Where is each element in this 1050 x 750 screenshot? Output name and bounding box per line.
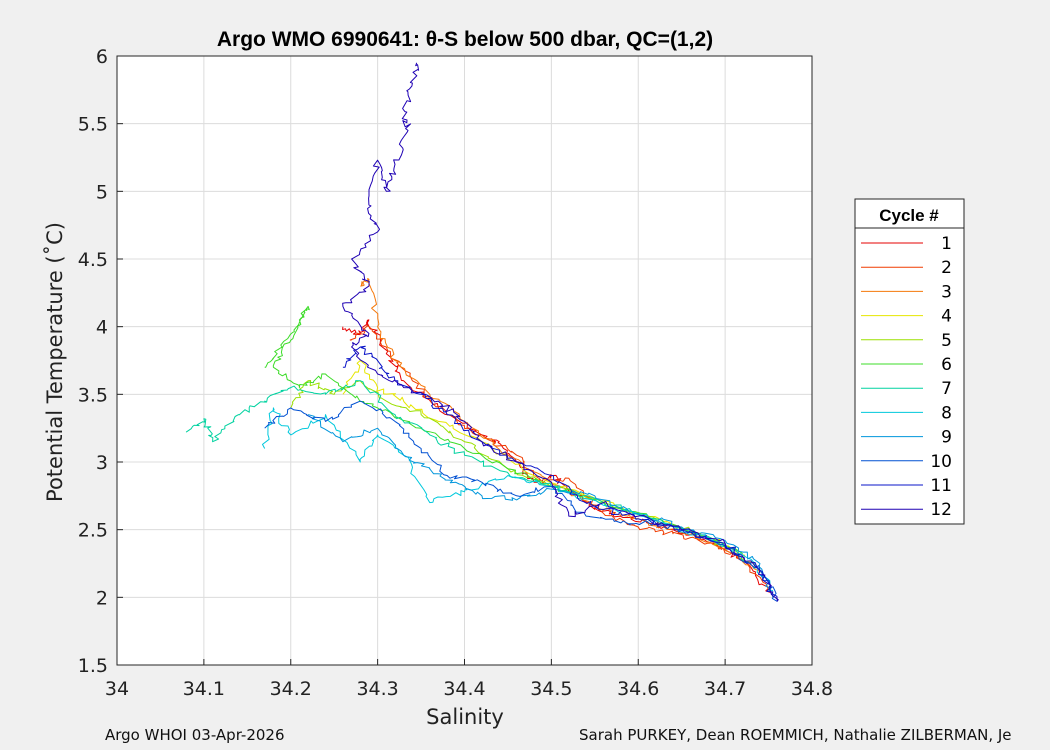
x-tick-label: 34 xyxy=(105,678,129,700)
legend-label: 9 xyxy=(941,428,952,448)
legend-label: 10 xyxy=(930,452,952,472)
legend-item-12: 12 xyxy=(861,500,952,520)
plot-area xyxy=(116,55,813,666)
y-tick-label: 6 xyxy=(96,46,108,68)
x-tick-label: 34.1 xyxy=(183,678,225,700)
legend-label: 2 xyxy=(941,258,952,278)
x-tick-label: 34.2 xyxy=(270,678,312,700)
y-tick-label: 4.5 xyxy=(78,249,108,271)
legend-box xyxy=(854,198,965,525)
legend-item-8: 8 xyxy=(861,403,952,423)
chart-title: Argo WMO 6990641: θ-S below 500 dbar, QC… xyxy=(217,28,713,51)
legend-label: 12 xyxy=(930,500,952,520)
legend-label: 8 xyxy=(941,403,952,423)
legend-item-2: 2 xyxy=(861,258,952,278)
series-line-cycle-7 xyxy=(185,380,752,564)
footer-right-credit: Sarah PURKEY, Dean ROEMMICH, Nathalie ZI… xyxy=(579,726,1012,744)
legend-item-1: 1 xyxy=(861,234,952,254)
plot-frame xyxy=(116,55,813,666)
legend-item-3: 3 xyxy=(861,282,952,302)
legend-item-10: 10 xyxy=(861,452,952,472)
series-line-cycle-12 xyxy=(342,62,779,602)
y-tick-label: 1.5 xyxy=(78,655,108,677)
y-tick-label: 4 xyxy=(96,317,108,339)
y-tick-label: 3 xyxy=(96,452,108,474)
legend-title: Cycle # xyxy=(879,206,939,225)
legend-label: 3 xyxy=(941,282,952,302)
x-tick-label: 34.8 xyxy=(791,678,833,700)
legend-item-5: 5 xyxy=(861,331,952,351)
legend-item-9: 9 xyxy=(861,428,952,448)
x-tick-label: 34.6 xyxy=(617,678,659,700)
y-axis-label: Potential Temperature (˚C) xyxy=(43,222,67,502)
series-line-cycle-9 xyxy=(307,414,774,598)
y-tick-label: 5.5 xyxy=(78,114,108,136)
y-tick-label: 5 xyxy=(96,181,108,203)
y-tick-label: 2.5 xyxy=(78,520,108,542)
y-tick-labels: 1.5 2 2.5 3 3.5 4 4.5 5 5.5 6 xyxy=(78,46,108,677)
legend-label: 11 xyxy=(930,476,952,496)
series-layer xyxy=(185,62,779,602)
legend-item-6: 6 xyxy=(861,355,952,375)
legend-item-4: 4 xyxy=(861,307,952,327)
x-tick-labels: 34 34.1 34.2 34.3 34.4 34.5 34.6 34.7 34.8 xyxy=(105,678,833,700)
x-tick-label: 34.7 xyxy=(704,678,746,700)
x-axis-label: Salinity xyxy=(426,705,504,729)
grid xyxy=(116,55,813,666)
legend-item-11: 11 xyxy=(861,476,952,496)
legend-item-7: 7 xyxy=(861,379,952,399)
x-tick-label: 34.3 xyxy=(356,678,398,700)
series-line-cycle-6 xyxy=(264,305,743,555)
y-tick-label: 3.5 xyxy=(78,384,108,406)
x-tick-label: 34.4 xyxy=(443,678,485,700)
footer-left-credit: Argo WHOI 03-Apr-2026 xyxy=(105,726,285,744)
legend-label: 7 xyxy=(941,379,952,399)
legend-label: 1 xyxy=(941,234,952,254)
series-line-cycle-11 xyxy=(342,345,778,602)
x-tick-label: 34.5 xyxy=(530,678,572,700)
y-tick-label: 2 xyxy=(96,587,108,609)
legend-label: 6 xyxy=(941,355,952,375)
legend-label: 4 xyxy=(941,307,952,327)
legend-label: 5 xyxy=(941,331,952,351)
